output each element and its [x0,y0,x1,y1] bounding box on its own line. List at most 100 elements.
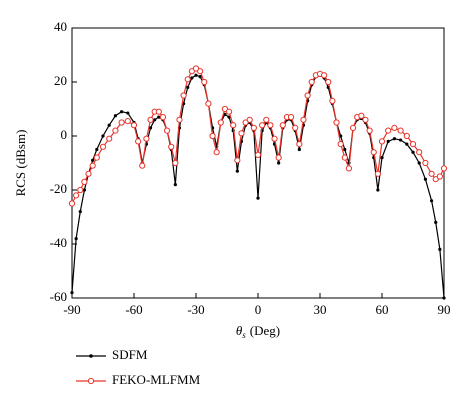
data-point [157,115,161,119]
data-point [374,170,381,177]
data-point [263,116,270,123]
data-point [430,199,434,203]
data-point [300,116,307,123]
data-point [221,105,229,113]
data-point [188,68,195,75]
data-point [143,135,150,142]
data-point [416,149,423,156]
data-point [209,132,216,140]
x-tick-label: 60 [376,302,389,317]
data-point [287,114,295,121]
data-point [292,124,299,132]
data-point [386,139,390,143]
data-point [271,135,278,142]
data-point [73,192,80,199]
data-point [139,162,146,169]
data-point [153,118,157,122]
data-point [254,151,262,158]
data-point [297,147,301,152]
series-line [71,67,445,204]
data-point [77,186,84,194]
x-tick-label: 90 [438,302,451,317]
data-point [399,138,403,142]
data-point [81,178,88,185]
x-tick-label: -90 [63,302,80,317]
data-point [428,170,435,177]
data-point [194,73,198,77]
plot-frame [71,27,445,299]
data-point [163,127,171,134]
data-point [304,92,311,99]
data-point [423,177,427,181]
data-point [277,161,281,165]
data-point [70,291,74,295]
data-point [434,220,438,224]
data-point [397,127,404,134]
y-tick-label: -20 [50,181,67,196]
data-point [197,68,204,75]
data-point [234,157,241,164]
data-point [391,124,398,132]
x-tick-label: 0 [255,302,262,317]
data-point [180,92,187,99]
data-point [101,134,105,138]
data-point [325,78,332,86]
data-point [392,137,396,141]
data-point [378,138,386,145]
data-point [333,119,340,126]
data-point [89,162,96,169]
data-point [343,147,347,152]
data-point [124,118,131,125]
y-axis-label: RCS (dBsm) [13,130,28,197]
y-tick-label: -40 [50,235,67,250]
data-point [148,126,153,130]
data-point [256,196,260,200]
data-point [155,108,162,115]
data-point [440,165,448,172]
data-point [308,78,315,86]
data-point [130,122,138,129]
data-point [385,127,392,134]
data-point [176,116,183,123]
data-point [432,176,439,183]
data-point [235,169,239,173]
data-point [370,149,377,156]
x-label-symbol: θ [236,323,243,338]
y-tick-label: -60 [50,289,67,304]
data-point [113,114,117,118]
legend-label: SDFM [112,347,148,362]
y-tick-label: 40 [54,19,67,34]
x-tick-label: -30 [187,302,204,317]
data-point [411,150,415,154]
data-point [205,100,212,107]
data-point [118,119,125,126]
data-point [85,170,92,177]
data-point [438,247,442,251]
data-point [422,159,429,167]
data-point [147,116,154,123]
data-point [345,165,353,172]
data-point [329,97,336,105]
data-point [107,123,111,127]
data-point [238,130,245,137]
data-point [275,154,282,161]
data-point [341,154,348,161]
x-tick-label: -60 [125,302,142,317]
y-tick-label: 20 [54,73,67,88]
data-point [172,159,179,167]
data-point [376,188,380,192]
data-point [78,210,82,214]
data-point [321,72,328,79]
legend-marker [89,354,93,358]
data-point [250,124,257,132]
data-point [242,119,249,126]
x-label-subscript: s [242,330,246,340]
data-point [201,78,208,86]
data-point [213,149,220,156]
data-point [225,108,233,115]
data-point [217,119,224,126]
data-point [82,188,86,192]
legend-label: FEKO-MLFMM [112,372,201,387]
data-point [168,143,175,150]
